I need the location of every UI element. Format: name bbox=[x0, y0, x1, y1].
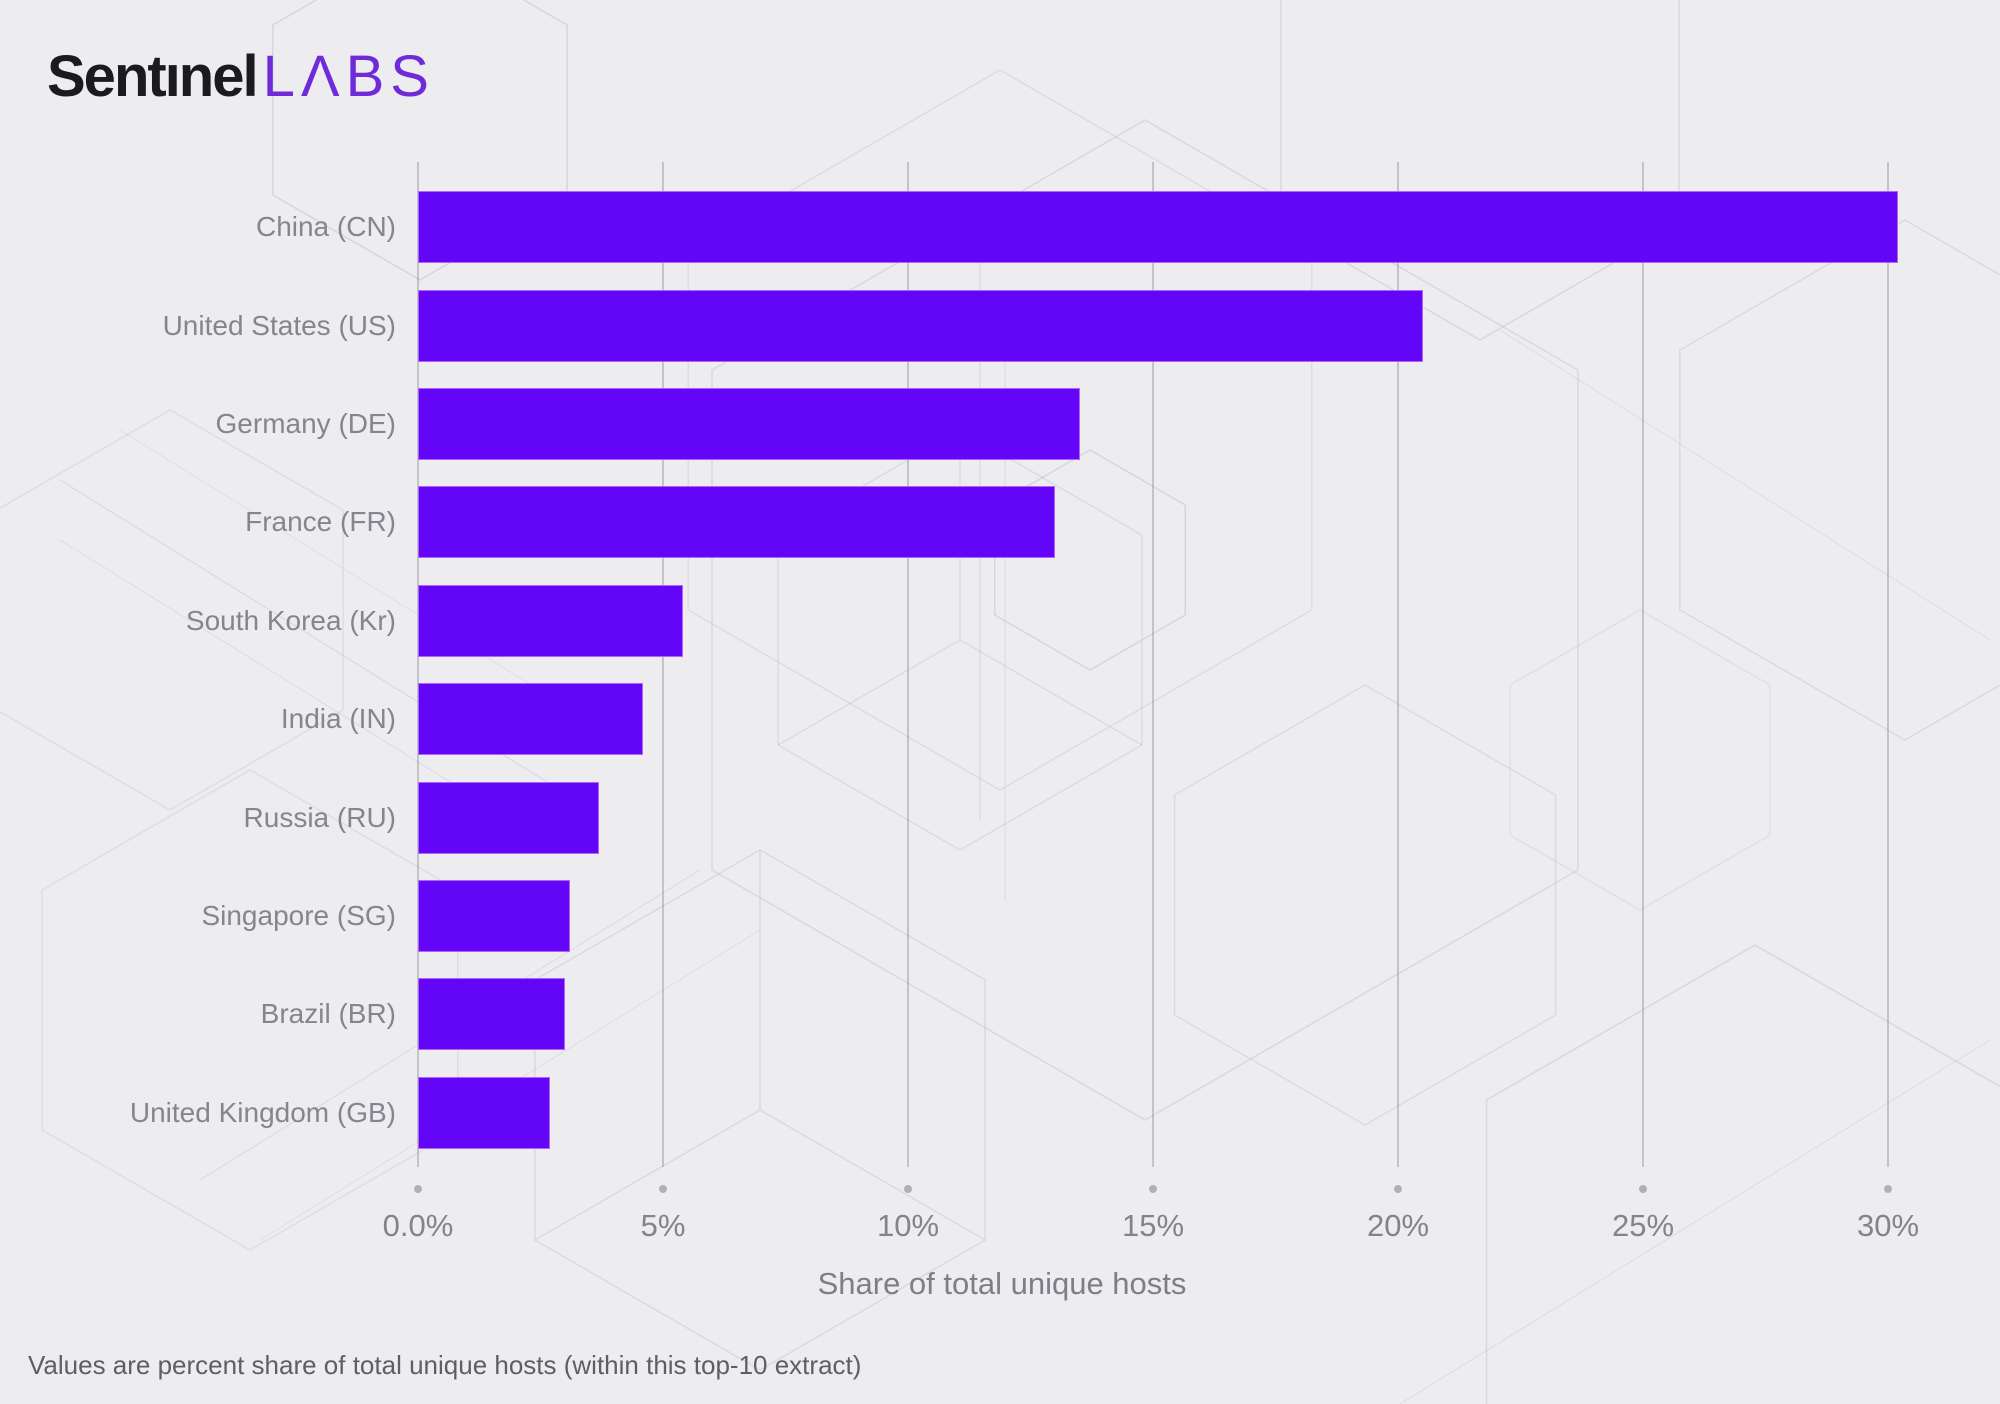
x-tick-dot bbox=[659, 1185, 667, 1193]
x-tick-label: 20% bbox=[1366, 1208, 1430, 1243]
category-label: South Korea (Kr) bbox=[185, 604, 396, 636]
x-gridline bbox=[417, 162, 419, 1167]
bar bbox=[418, 978, 565, 1051]
footnote: Values are percent share of total unique… bbox=[28, 1350, 862, 1380]
category-label: Singapore (SG) bbox=[201, 899, 396, 931]
category-label: Brazil (BR) bbox=[260, 998, 396, 1030]
x-gridline bbox=[1887, 162, 1889, 1167]
bar bbox=[418, 683, 644, 756]
category-label: United Kingdom (GB) bbox=[129, 1096, 396, 1128]
x-tick-dot bbox=[1394, 1185, 1402, 1193]
bar bbox=[418, 191, 1898, 264]
category-label: United States (US) bbox=[162, 309, 396, 341]
logo-text-sentinel: Sentınel bbox=[47, 44, 259, 109]
x-tick-label: 15% bbox=[1121, 1208, 1185, 1243]
logo: Sentınel LΛBS bbox=[47, 48, 435, 106]
x-gridline bbox=[1642, 162, 1644, 1167]
x-gridline bbox=[907, 162, 909, 1167]
x-gridline bbox=[662, 162, 664, 1167]
x-tick-label: 0.0% bbox=[382, 1208, 454, 1243]
x-tick-dot bbox=[1884, 1185, 1892, 1193]
x-tick-label: 5% bbox=[640, 1208, 686, 1243]
x-tick-dot bbox=[414, 1185, 422, 1193]
x-tick-label: 10% bbox=[876, 1208, 940, 1243]
category-label: China (CN) bbox=[255, 211, 396, 243]
bar bbox=[418, 781, 600, 854]
x-tick-dot bbox=[1149, 1185, 1157, 1193]
x-gridline bbox=[1152, 162, 1154, 1167]
category-label: Germany (DE) bbox=[215, 407, 396, 439]
bar bbox=[418, 388, 1080, 460]
category-label: India (IN) bbox=[280, 703, 396, 735]
bar bbox=[418, 486, 1055, 559]
bar bbox=[418, 584, 683, 657]
category-label: Russia (RU) bbox=[243, 801, 396, 833]
x-tick-label: 25% bbox=[1611, 1208, 1675, 1243]
x-axis-title: Share of total unique hosts bbox=[817, 1266, 1187, 1301]
x-tick-label: 30% bbox=[1856, 1208, 1920, 1243]
x-gridline bbox=[1397, 162, 1399, 1167]
bar bbox=[418, 1076, 551, 1149]
logo-text-labs: LΛBS bbox=[262, 44, 435, 109]
x-tick-dot bbox=[904, 1185, 912, 1193]
bar bbox=[418, 289, 1423, 362]
category-label: France (FR) bbox=[245, 506, 396, 538]
x-tick-dot bbox=[1639, 1185, 1647, 1193]
bar bbox=[418, 880, 570, 952]
